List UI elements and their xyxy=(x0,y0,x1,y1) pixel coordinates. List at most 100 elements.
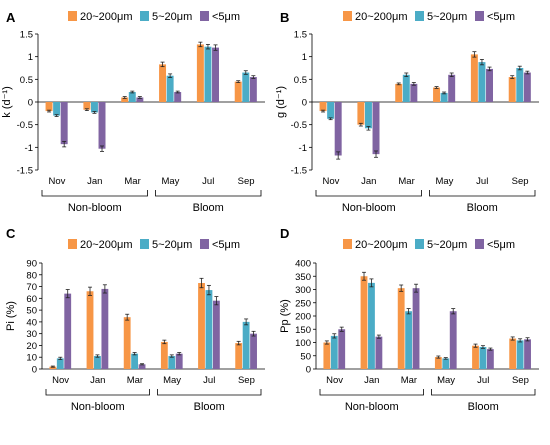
x-tick-label: May xyxy=(163,375,181,386)
legend-label: 20~200μm xyxy=(80,11,133,23)
y-tick-label: 300 xyxy=(295,285,311,296)
legend-label: 5~20μm xyxy=(152,11,192,23)
y-tick-label: -1.5 xyxy=(291,166,307,177)
legend-swatch xyxy=(415,11,424,21)
panel-a: A 20~200μm 5~20μm <5μm -1.5 -1 -0.5 0 0.5 1 1.5 k (… xyxy=(1,10,265,214)
bar xyxy=(470,54,478,102)
bar xyxy=(204,46,212,102)
legend-label: 20~200μm xyxy=(80,239,133,251)
legend-swatch xyxy=(200,11,209,21)
x-tick-label: Mar xyxy=(398,176,414,187)
x-tick-label: Nov xyxy=(48,176,65,187)
bar xyxy=(330,335,338,369)
bar xyxy=(196,44,204,102)
x-tick-label: Mar xyxy=(401,375,417,386)
bar xyxy=(60,102,68,145)
bar xyxy=(212,47,219,102)
bar xyxy=(516,68,524,102)
group-label: Non-bloom xyxy=(342,202,396,214)
bar xyxy=(508,77,516,102)
x-tick-label: Sep xyxy=(512,375,529,386)
bar xyxy=(175,353,183,369)
bar xyxy=(368,282,375,369)
legend-label: 20~200μm xyxy=(355,11,408,23)
bar xyxy=(357,102,365,125)
y-tick-label: 0 xyxy=(306,365,311,376)
group-label: Bloom xyxy=(194,401,225,413)
bar xyxy=(64,293,72,369)
bar xyxy=(128,92,136,102)
bar xyxy=(448,74,456,102)
bar xyxy=(338,329,346,369)
bar xyxy=(479,347,487,369)
y-tick-label: -1 xyxy=(299,143,307,154)
legend-label: 5~20μm xyxy=(427,239,467,251)
bar xyxy=(136,97,144,102)
y-tick-label: 90 xyxy=(26,259,37,270)
bar xyxy=(131,353,139,369)
x-tick-label: Mar xyxy=(124,176,140,187)
bar xyxy=(360,276,368,369)
bar xyxy=(395,83,403,102)
legend-label: <5μm xyxy=(212,239,240,251)
panel-d: D 20~200μm 5~20μm <5μm 0 50 100 150 200 250 300 350… xyxy=(279,226,539,413)
bar xyxy=(327,102,335,119)
bar xyxy=(90,102,98,113)
x-tick-label: Jan xyxy=(90,375,105,386)
y-axis-label: g (d⁻¹) xyxy=(275,86,287,118)
bar xyxy=(334,102,342,156)
bar xyxy=(402,74,410,102)
legend-swatch xyxy=(68,11,77,21)
bar xyxy=(449,311,457,369)
bar xyxy=(98,102,106,149)
group-bracket xyxy=(157,389,262,396)
bar xyxy=(405,311,413,369)
bar xyxy=(94,356,101,369)
panel-letter: A xyxy=(6,10,16,25)
legend-label: 5~20μm xyxy=(427,11,467,23)
bar xyxy=(249,77,257,102)
bar xyxy=(166,75,174,102)
y-tick-label: -0.5 xyxy=(291,120,307,131)
bar xyxy=(205,290,213,369)
legend-swatch xyxy=(415,239,424,249)
group-label: Bloom xyxy=(468,401,499,413)
y-tick-label: 1.5 xyxy=(294,30,307,41)
y-axis-label: k (d⁻¹) xyxy=(1,86,13,117)
bar xyxy=(138,364,146,369)
y-tick-label: 400 xyxy=(295,259,311,270)
y-tick-label: 50 xyxy=(300,351,311,362)
x-tick-label: May xyxy=(161,176,179,187)
y-tick-label: -1 xyxy=(25,143,33,154)
bar xyxy=(410,83,418,102)
bar xyxy=(472,345,479,369)
x-tick-label: Jul xyxy=(203,375,215,386)
group-label: Non-bloom xyxy=(345,401,399,413)
bar xyxy=(235,343,243,369)
bar xyxy=(486,349,494,369)
panel-letter: D xyxy=(280,226,289,241)
group-label: Non-bloom xyxy=(71,401,125,413)
panel-letter: B xyxy=(280,10,289,25)
y-tick-label: 1.5 xyxy=(20,30,33,41)
bar xyxy=(242,321,250,369)
bar xyxy=(101,288,109,369)
bar xyxy=(375,336,383,369)
bar xyxy=(486,68,493,102)
bar xyxy=(509,338,517,369)
bar xyxy=(323,342,331,369)
x-tick-label: Nov xyxy=(322,176,339,187)
legend-label: <5μm xyxy=(487,239,515,251)
x-tick-label: Nov xyxy=(52,375,69,386)
y-tick-label: 0.5 xyxy=(20,75,33,86)
y-tick-label: 40 xyxy=(26,317,37,328)
y-tick-label: 50 xyxy=(26,306,37,317)
group-bracket xyxy=(315,190,422,197)
bar xyxy=(524,339,531,369)
panel-b: B 20~200μm 5~20μm <5μm -1.5 -1 -0.5 0 0.5 1 1.5 g (… xyxy=(275,10,539,214)
x-tick-label: Jan xyxy=(361,176,376,187)
group-bracket xyxy=(155,190,262,197)
bar xyxy=(56,358,64,369)
x-tick-label: May xyxy=(435,176,453,187)
